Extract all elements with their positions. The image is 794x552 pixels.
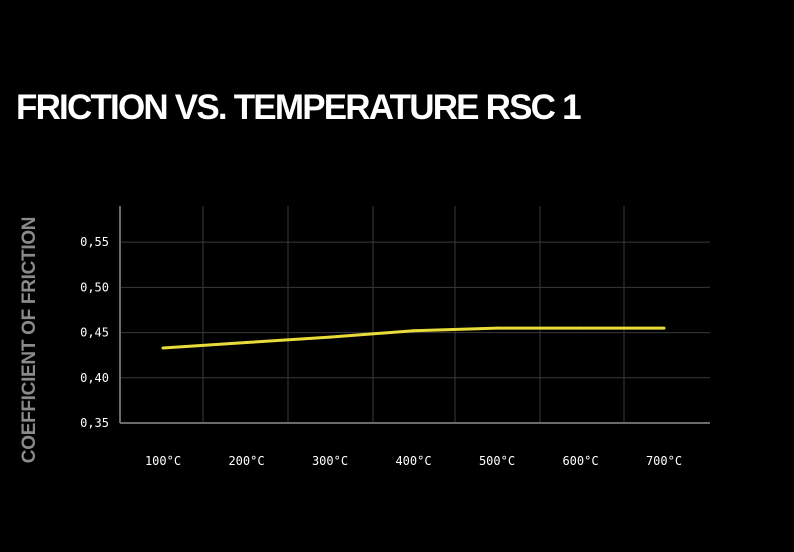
x-tick-label: 700°C: [646, 454, 682, 468]
y-tick-label: 0,50: [80, 280, 109, 294]
x-tick-label: 500°C: [479, 454, 515, 468]
x-tick-label: 300°C: [312, 454, 348, 468]
data-point: [662, 326, 666, 330]
axes: [119, 206, 710, 424]
grid-lines: [120, 206, 710, 423]
y-tick-label: 0,40: [80, 371, 109, 385]
y-axis-label: COEFFICIENT OF FRICTION: [19, 217, 40, 463]
x-tick-label: 600°C: [562, 454, 598, 468]
data-point: [328, 335, 332, 339]
y-tick-label: 0,45: [80, 326, 109, 340]
x-tick-label: 100°C: [145, 454, 181, 468]
y-tick-label: 0,35: [80, 416, 109, 430]
y-tick-label: 0,55: [80, 235, 109, 249]
y-tick-labels: 0,35 0,40 0,45 0,50 0,55: [80, 235, 109, 430]
data-point: [245, 341, 248, 345]
data-point: [579, 326, 582, 330]
x-tick-labels: 100°C 200°C 300°C 400°C 500°C 600°C 700°C: [145, 454, 682, 468]
data-point: [412, 329, 415, 333]
data-point: [495, 326, 499, 330]
series-layer: [161, 326, 666, 350]
x-tick-label: 400°C: [395, 454, 431, 468]
chart-title: FRICTION VS. TEMPERATURE RSC 1: [16, 88, 582, 127]
x-tick-label: 200°C: [228, 454, 264, 468]
data-point: [161, 346, 165, 350]
